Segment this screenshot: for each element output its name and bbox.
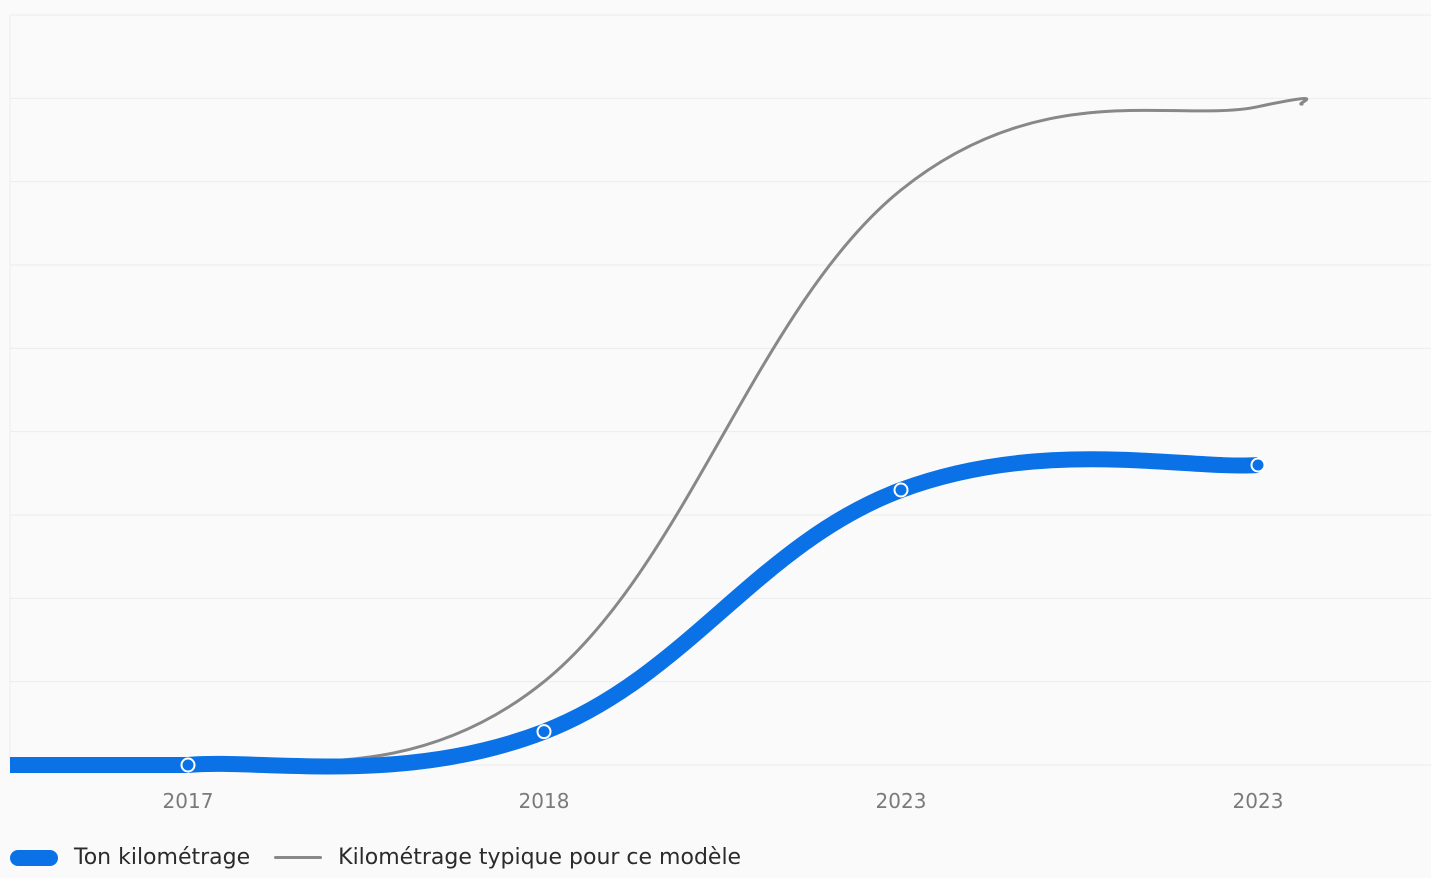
legend-swatch-own (10, 849, 58, 866)
legend-label-typical: Kilométrage typique pour ce modèle (338, 845, 742, 870)
x-tick-label: 2017 (163, 789, 214, 813)
x-axis-ticks: 2017 2018 2023 2023 (163, 789, 1284, 813)
marker-layer (180, 457, 1266, 773)
data-point-own-mileage[interactable] (536, 724, 552, 740)
data-point-own-mileage[interactable] (893, 482, 909, 498)
data-point-own-mileage[interactable] (1250, 457, 1266, 473)
legend: Ton kilométrage Kilométrage typique pour… (10, 845, 741, 870)
legend-item-own-mileage[interactable]: Ton kilométrage (10, 845, 250, 870)
grid-lines (9, 14, 1431, 766)
data-point-own-mileage[interactable] (180, 757, 196, 773)
mileage-chart: 2017 2018 2023 2023 (9, 14, 1431, 813)
legend-label-own: Ton kilométrage (74, 845, 251, 870)
series-line-own-mileage (187, 451, 1259, 775)
x-tick-label: 2023 (876, 789, 927, 813)
series-line-typical-mileage (186, 97, 1309, 767)
series-layer (10, 97, 1309, 775)
x-tick-label: 2018 (519, 789, 570, 813)
x-tick-label: 2023 (1233, 789, 1284, 813)
legend-item-typical-mileage[interactable]: Kilométrage typique pour ce modèle (250, 845, 741, 870)
legend-swatch-typical (274, 856, 323, 859)
